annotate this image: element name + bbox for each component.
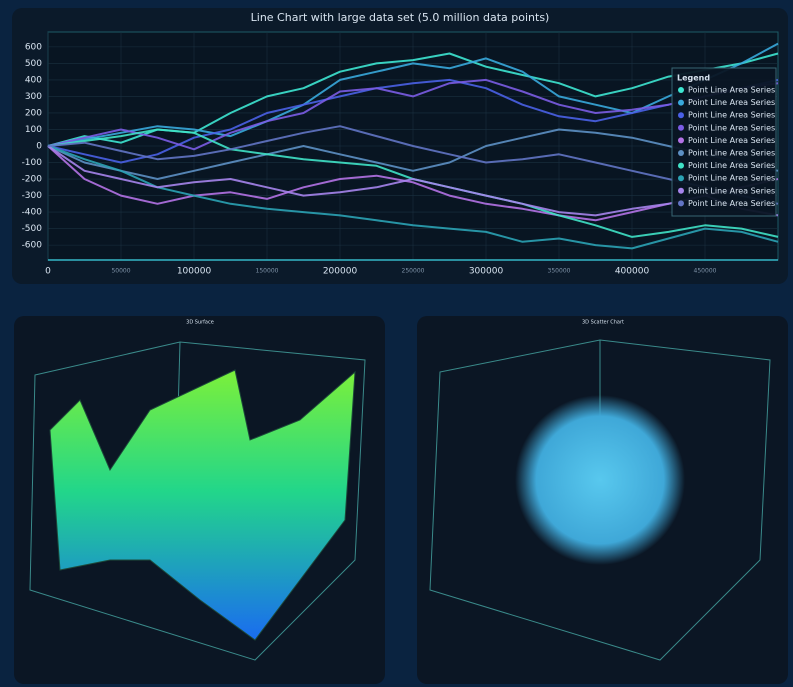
x-tick-label: 100000	[177, 267, 212, 277]
y-tick-label: -300	[22, 191, 43, 201]
y-tick-label: -400	[22, 208, 43, 218]
series-line	[47, 128, 779, 180]
y-tick-label: -500	[22, 224, 43, 234]
legend-swatch	[678, 112, 684, 119]
legend-swatch	[678, 187, 684, 194]
x-tick-label: 0	[45, 267, 51, 277]
legend-title: Legend	[677, 74, 710, 83]
legend-swatch	[678, 99, 684, 106]
series-line	[47, 145, 779, 217]
chart-title: Line Chart with large data set (5.0 mill…	[251, 11, 550, 24]
surface-title: 3D Surface	[186, 320, 214, 326]
legend-swatch	[678, 87, 684, 93]
x-tick-label: 450000	[694, 268, 717, 275]
series-line	[47, 78, 779, 151]
series-line	[47, 78, 779, 164]
x-tick-label: 200000	[323, 267, 358, 277]
x-tick-label: 300000	[469, 267, 504, 277]
y-tick-label: 0	[36, 142, 42, 152]
legend-label: Point Line Area Series	[688, 174, 775, 183]
y-tick-label: -200	[22, 175, 43, 185]
legend-label: Point Line Area Series	[688, 86, 775, 95]
x-tick-label: 150000	[256, 268, 279, 275]
legend-label: Point Line Area Series	[688, 199, 775, 208]
x-tick-label: 50000	[111, 268, 130, 275]
y-tick-label: 200	[25, 108, 42, 118]
y-tick-label: 600	[25, 42, 42, 52]
y-tick-label: 300	[25, 92, 42, 102]
legend-label: Point Line Area Series	[688, 161, 775, 170]
legend-box	[671, 67, 777, 217]
legend-swatch	[678, 137, 684, 144]
y-tick-label: -100	[22, 158, 43, 168]
surface-decor	[29, 341, 366, 661]
y-tick-label: 500	[25, 59, 42, 69]
legend-swatch	[678, 200, 684, 207]
series-line	[47, 145, 779, 250]
legend-label: Point Line Area Series	[688, 98, 775, 107]
scatter-decor	[429, 339, 771, 661]
surface-shape	[49, 369, 356, 641]
legend-swatch	[678, 150, 684, 156]
x-tick-label: 350000	[548, 268, 571, 275]
legend-label: Point Line Area Series	[688, 149, 775, 158]
series-line	[47, 42, 779, 147]
scatter-cloud	[515, 395, 685, 565]
legend-swatch	[678, 175, 684, 182]
y-tick-label: -600	[22, 241, 43, 251]
y-tick-label: 100	[25, 125, 42, 135]
legend-label: Point Line Area Series	[688, 111, 775, 120]
scatter-title: 3D Scatter Chart	[582, 320, 624, 326]
series-line	[47, 125, 779, 205]
x-tick-label: 400000	[615, 267, 650, 277]
series-line	[47, 145, 779, 222]
legend-label: Point Line Area Series	[688, 186, 775, 195]
legend-swatch	[678, 162, 684, 169]
legend-label: Point Line Area Series	[688, 123, 775, 132]
legend-label: Point Line Area Series	[688, 136, 775, 145]
x-tick-label: 250000	[402, 268, 425, 275]
y-tick-label: 400	[25, 75, 42, 85]
legend-swatch	[678, 124, 684, 131]
